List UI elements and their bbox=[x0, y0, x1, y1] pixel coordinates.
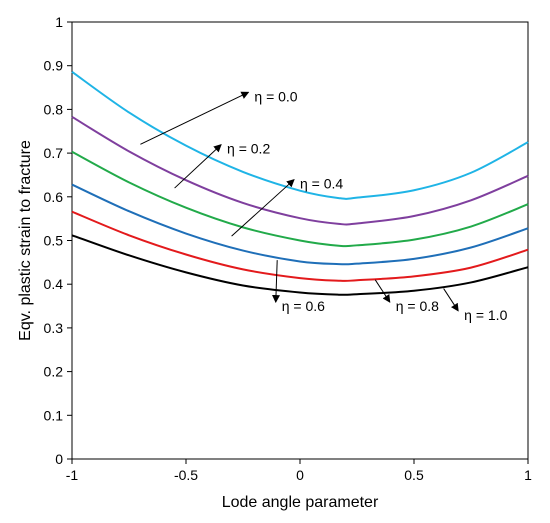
y-tick-label: 0.3 bbox=[44, 320, 64, 336]
y-axis-title: Eqv. plastic strain to fracture bbox=[17, 140, 34, 341]
x-tick-label: 1 bbox=[524, 467, 532, 483]
series-arrow-0 bbox=[140, 91, 250, 145]
series-line-4 bbox=[71, 210, 529, 282]
series-label-5: η = 1.0 bbox=[464, 307, 507, 323]
x-axis: -1 -0.5 0 0.5 1 bbox=[66, 459, 532, 483]
series-arrow-3 bbox=[272, 260, 280, 304]
series-label-1: η = 0.2 bbox=[227, 141, 270, 157]
y-tick-label: 0.2 bbox=[44, 364, 64, 380]
annotation-layer: η = 0.0 η = 0.2 η = 0.4 η = 0.6 η = 0.8 η = 1… bbox=[140, 88, 508, 323]
x-axis-title: Lode angle parameter bbox=[222, 494, 379, 511]
series-line-2 bbox=[71, 150, 529, 248]
y-tick-label: 0.5 bbox=[44, 233, 64, 249]
series-arrow-1 bbox=[174, 144, 222, 189]
y-tick-label: 0.4 bbox=[44, 276, 64, 292]
y-tick-label: 0 bbox=[55, 451, 63, 467]
series-label-4: η = 0.8 bbox=[396, 298, 439, 314]
series-arrow-4 bbox=[374, 279, 391, 303]
series-line-5 bbox=[71, 234, 529, 296]
y-tick-label: 0.8 bbox=[44, 101, 64, 117]
y-axis: 0 0.1 0.2 0.3 0.4 0.5 0.6 0.7 0.8 0.9 1 bbox=[44, 14, 72, 467]
x-tick-label: -1 bbox=[66, 467, 79, 483]
series-arrow-2 bbox=[231, 179, 295, 237]
y-tick-label: 1 bbox=[55, 14, 63, 30]
series-arrow-5 bbox=[443, 288, 459, 312]
y-tick-label: 0.7 bbox=[44, 145, 64, 161]
series-label-0: η = 0.0 bbox=[254, 88, 297, 104]
series-line-1 bbox=[71, 115, 529, 226]
series-layer bbox=[71, 71, 529, 296]
series-line-0 bbox=[71, 71, 529, 200]
series-line-3 bbox=[71, 183, 529, 266]
y-tick-label: 0.1 bbox=[44, 407, 64, 423]
x-tick-label: 0 bbox=[296, 467, 304, 483]
series-label-2: η = 0.4 bbox=[300, 176, 343, 192]
y-tick-label: 0.9 bbox=[44, 58, 64, 74]
x-tick-label: 0.5 bbox=[404, 467, 424, 483]
x-tick-label: -0.5 bbox=[174, 467, 198, 483]
series-label-3: η = 0.6 bbox=[282, 298, 325, 314]
y-tick-label: 0.6 bbox=[44, 189, 64, 205]
